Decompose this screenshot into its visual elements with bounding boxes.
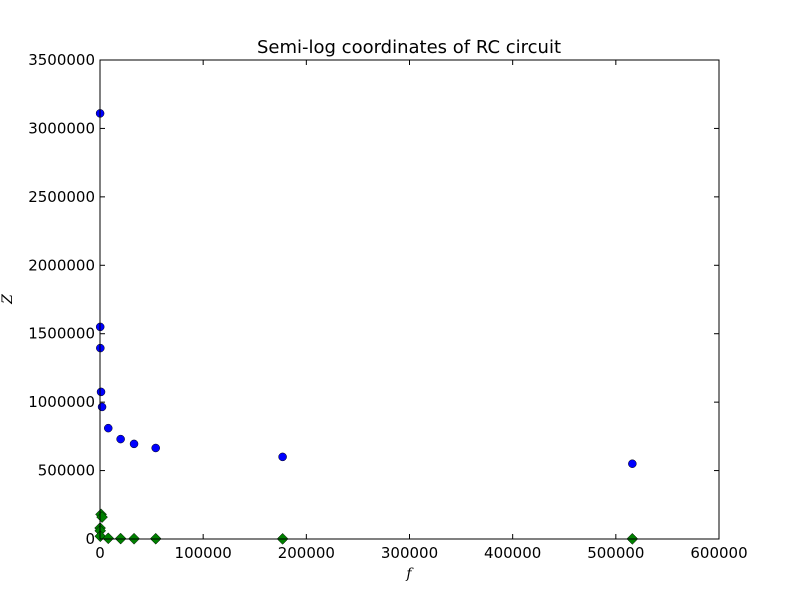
y-tick-label: 3000000 — [28, 119, 95, 137]
data-point — [628, 459, 637, 468]
data-point — [104, 423, 113, 433]
y-tick-label: 1000000 — [28, 393, 95, 411]
x-tick-label: 200000 — [278, 544, 335, 562]
data-point — [129, 439, 139, 449]
y-tick-label: 0 — [85, 530, 95, 548]
y-tick-label: 3500000 — [28, 51, 95, 69]
x-tick-label: 400000 — [484, 544, 541, 562]
data-point — [278, 452, 287, 462]
x-tick-label: 600000 — [690, 544, 747, 562]
data-point — [97, 402, 107, 412]
y-axis-label: Z — [0, 294, 16, 305]
x-axis-ticks: 0 100000 200000 300000 400000 500000 600000 — [95, 60, 748, 562]
x-axis-label: f — [405, 566, 414, 582]
chart-title: Semi-log coordinates of RC circuit — [257, 37, 561, 58]
x-tick-label: 500000 — [587, 544, 644, 562]
x-tick-label: 300000 — [381, 544, 438, 562]
data-point — [102, 532, 115, 545]
x-tick-label: 0 — [95, 544, 105, 562]
data-point — [96, 387, 106, 397]
data-point — [116, 434, 125, 444]
x-tick-label: 100000 — [175, 544, 232, 562]
data-point — [96, 511, 108, 523]
data-point — [151, 443, 160, 453]
y-tick-label: 2000000 — [28, 256, 95, 274]
y-tick-label: 2500000 — [28, 188, 95, 206]
y-tick-label: 1500000 — [28, 325, 95, 343]
y-tick-label: 500000 — [38, 462, 95, 480]
plot-area: 0 100000 200000 300000 400000 500000 600000 0 50… — [28, 51, 747, 562]
y-axis-label-group: Z — [0, 294, 16, 305]
y-axis-ticks: 0 500000 1000000 1500000 2000000 2500000 30000… — [28, 51, 719, 548]
